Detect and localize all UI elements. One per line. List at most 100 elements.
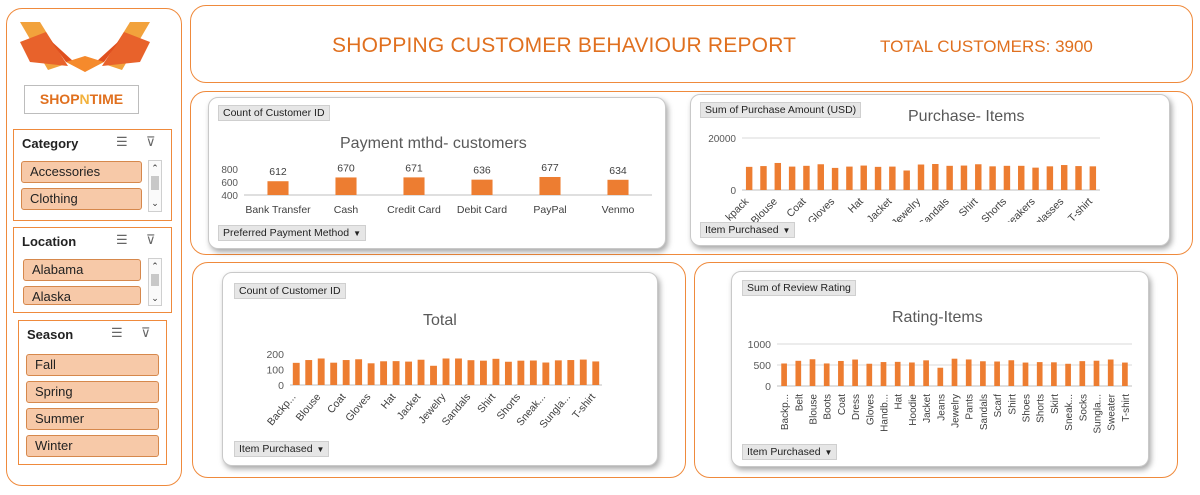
bar [529, 360, 537, 385]
x-tick-label: Hoodie [908, 394, 919, 426]
x-tick-label: Gloves [806, 196, 838, 222]
x-tick-label: Cash [334, 204, 359, 216]
axis-field-button[interactable]: Item Purchased ▼ [742, 444, 838, 460]
location-scrollbar[interactable]: ⌃ ⌄ [148, 258, 162, 306]
bar [471, 179, 493, 195]
data-label: 677 [541, 162, 559, 174]
multi-select-icon[interactable]: ☰ [116, 232, 128, 247]
y-tick-label: 0 [765, 381, 771, 393]
x-tick-label: Debit Card [457, 204, 507, 216]
x-tick-label: Sungla... [1093, 394, 1104, 433]
axis-field-button[interactable]: Preferred Payment Method ▼ [218, 225, 366, 241]
bar [980, 361, 986, 386]
category-item-clothing[interactable]: Clothing [21, 188, 142, 210]
scroll-thumb[interactable] [151, 176, 159, 190]
chevron-up-icon[interactable]: ⌃ [151, 163, 159, 173]
multi-select-icon[interactable]: ☰ [116, 134, 128, 149]
bar [823, 363, 830, 386]
bar [937, 367, 944, 386]
bar [1107, 359, 1114, 386]
bar [1022, 362, 1029, 386]
rating-chart: 1000 500 0 Backp... Belt Blouse Boots Coat Dress… [748, 339, 1132, 433]
y-tick-label: 800 [221, 165, 238, 176]
report-title: SHOPPING CUSTOMER BEHAVIOUR REPORT [332, 34, 797, 57]
axis-field-label: Item Purchased [239, 443, 313, 455]
bar [894, 361, 901, 386]
bar [335, 177, 357, 195]
chart-title: Rating-Items [892, 309, 983, 326]
payment-method-chart-card [208, 97, 666, 249]
bar [1065, 363, 1071, 386]
axis-field-button[interactable]: Item Purchased ▼ [700, 222, 796, 238]
season-slicer-title: Season [27, 327, 74, 342]
bar [417, 359, 425, 385]
x-tick-label: Venmo [602, 204, 635, 216]
bar [838, 360, 844, 386]
x-tick-label: Shorts [979, 196, 1009, 222]
season-item-winter[interactable]: Winter [26, 435, 159, 457]
bar [809, 359, 816, 386]
bar [874, 166, 882, 190]
x-tick-label: Backp... [265, 391, 299, 428]
axis-field-label: Item Purchased [705, 224, 779, 236]
x-tick-label: Credit Card [387, 204, 441, 216]
season-item-summer[interactable]: Summer [26, 408, 159, 430]
location-item-alabama[interactable]: Alabama [23, 259, 141, 281]
brand-name-part1: SHOP [39, 91, 80, 107]
bar [330, 362, 338, 385]
axis-field-label: Item Purchased [747, 446, 821, 458]
scroll-thumb[interactable] [151, 274, 159, 286]
bar [542, 362, 550, 385]
x-tick-label: Boots [823, 394, 834, 420]
bar [917, 164, 925, 190]
x-tick-label: Sweater [1107, 393, 1118, 430]
category-scrollbar[interactable]: ⌃ ⌄ [148, 160, 162, 212]
bar [1075, 166, 1082, 190]
x-tick-label: Jacket [865, 196, 895, 222]
axis-field-label: Preferred Payment Method [223, 227, 350, 239]
bar [889, 166, 896, 190]
chevron-down-icon[interactable]: ⌄ [151, 198, 159, 208]
clear-filter-icon[interactable]: ⊽ [141, 325, 151, 340]
bar [267, 181, 289, 195]
y-tick-label: 1000 [748, 339, 772, 351]
data-label: 612 [269, 166, 287, 178]
season-item-fall[interactable]: Fall [26, 354, 159, 376]
bar [455, 358, 462, 385]
dropdown-arrow-icon: ▼ [353, 229, 361, 238]
total-customers: TOTAL CUSTOMERS: 3900 [880, 37, 1093, 56]
chevron-down-icon[interactable]: ⌄ [151, 293, 159, 303]
bar [442, 358, 450, 385]
x-tick-label: Jeans [936, 394, 947, 421]
bar [909, 362, 915, 386]
value-field-tag: Count of Customer ID [234, 283, 346, 299]
x-tick-label: Socks [1078, 394, 1089, 421]
bar [1008, 360, 1015, 386]
y-tick-label: 0 [278, 380, 284, 392]
bar [504, 361, 512, 385]
category-slicer: Category ☰ ⊽ Accessories Clothing ⌃ ⌄ [13, 129, 172, 221]
chevron-up-icon[interactable]: ⌃ [151, 261, 159, 271]
multi-select-icon[interactable]: ☰ [111, 325, 123, 340]
x-tick-label: Coat [837, 394, 848, 415]
bar [430, 365, 437, 385]
bar [1060, 165, 1068, 190]
season-item-spring[interactable]: Spring [26, 381, 159, 403]
x-tick-label: Coat [325, 391, 349, 416]
value-field-tag: Sum of Review Rating [742, 280, 856, 296]
clear-filter-icon[interactable]: ⊽ [146, 232, 156, 247]
location-item-alaska[interactable]: Alaska [23, 286, 141, 305]
x-tick-label: Jewelry [951, 394, 962, 428]
dropdown-arrow-icon: ▼ [824, 448, 833, 457]
category-item-accessories[interactable]: Accessories [21, 161, 142, 183]
bar [994, 361, 1000, 386]
y-tick-label: 100 [266, 365, 284, 377]
x-tick-label: Pants [965, 394, 976, 420]
clear-filter-icon[interactable]: ⊽ [146, 134, 156, 149]
value-field-tag: Count of Customer ID [218, 105, 330, 121]
x-tick-label: Backp... [780, 394, 791, 430]
value-field-tag: Sum of Purchase Amount (USD) [700, 102, 862, 118]
axis-field-button[interactable]: Item Purchased ▼ [234, 441, 330, 457]
data-label: 670 [337, 162, 355, 174]
